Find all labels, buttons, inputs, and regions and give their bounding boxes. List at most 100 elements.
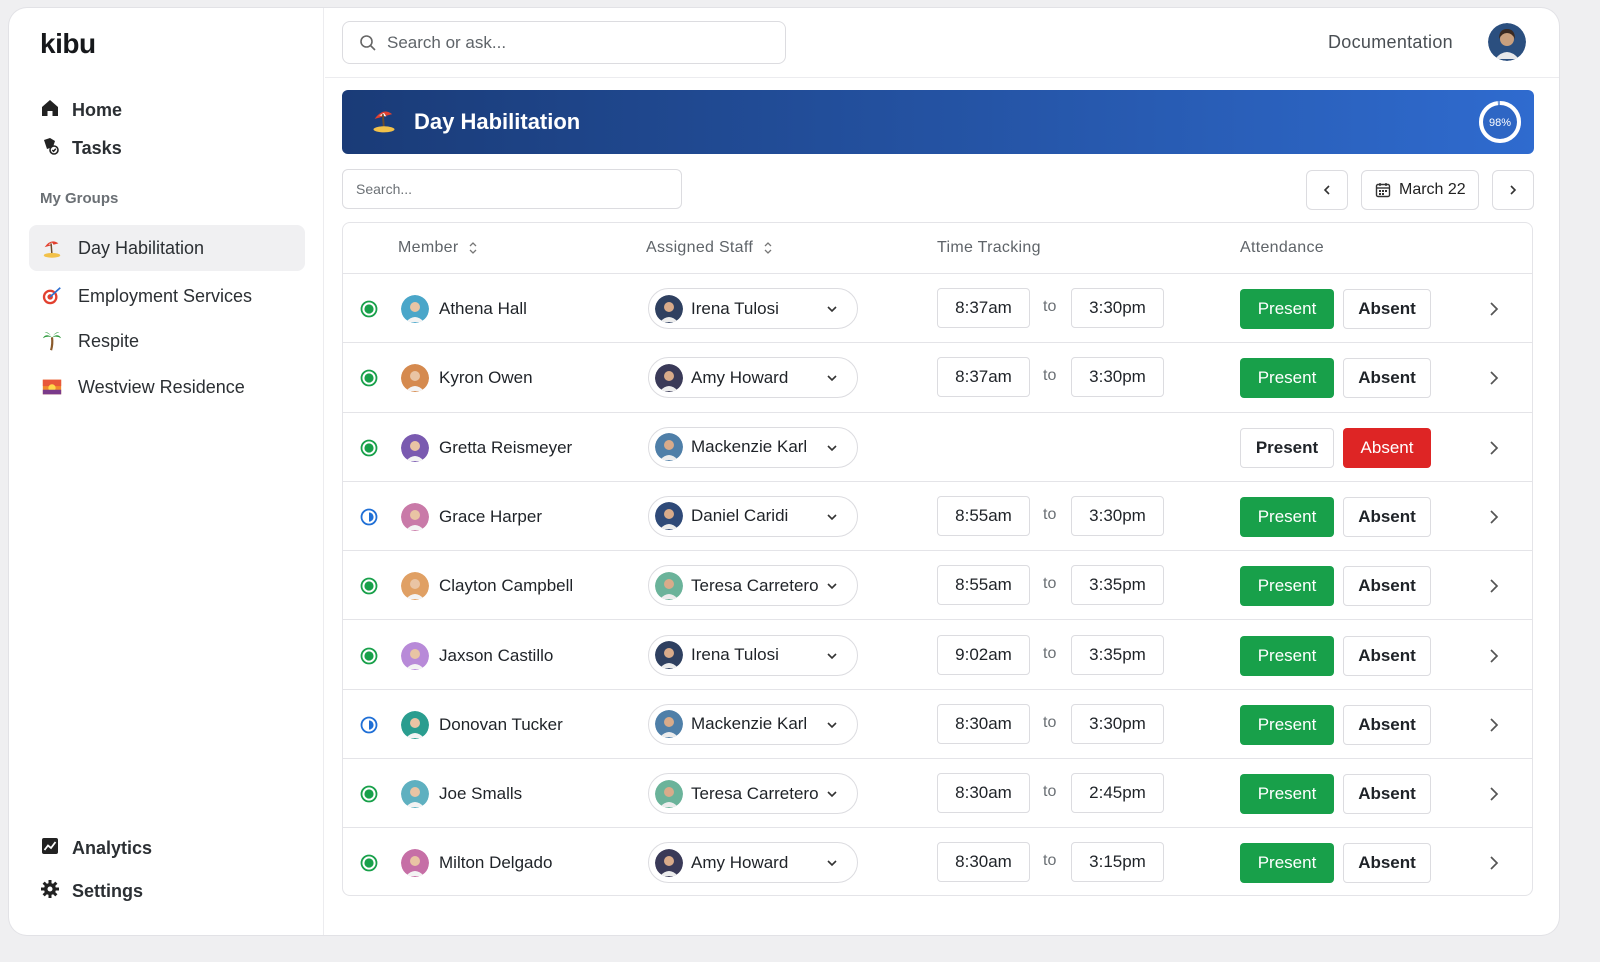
previous-day-button[interactable] (1306, 170, 1348, 210)
assigned-staff-select[interactable]: Mackenzie Karl (648, 426, 858, 468)
global-search-input[interactable]: Search or ask... (342, 21, 786, 64)
chevron-right-icon[interactable] (1486, 508, 1502, 526)
member-avatar (401, 849, 429, 878)
chevron-right-icon[interactable] (1486, 439, 1502, 457)
absent-button[interactable]: Absent (1343, 704, 1431, 745)
staff-column-header[interactable]: Assigned Staff (646, 239, 773, 257)
assigned-staff-select[interactable]: Amy Howard (648, 842, 858, 884)
next-day-button[interactable] (1492, 170, 1534, 210)
present-button[interactable]: Present (1240, 496, 1334, 537)
chevron-right-icon[interactable] (1486, 716, 1502, 734)
table-row[interactable]: Clayton Campbell Teresa Carretero 8:55am to… (343, 551, 1532, 621)
check-out-time[interactable]: 3:30pm (1071, 703, 1164, 744)
member-name[interactable]: Athena Hall (439, 299, 527, 318)
group-westview-residence[interactable]: Westview Residence (29, 364, 305, 410)
table-row[interactable]: Athena Hall Irena Tulosi 8:37am to 3:30pm Pre… (343, 274, 1532, 344)
absent-button[interactable]: Absent (1343, 566, 1431, 607)
member-column-header[interactable]: Member (398, 239, 478, 257)
present-button[interactable]: Present (1240, 843, 1334, 884)
group-respite[interactable]: Respite (29, 318, 305, 364)
assigned-staff-select[interactable]: Teresa Carretero (648, 773, 858, 815)
member-name[interactable]: Clayton Campbell (439, 576, 574, 596)
present-button[interactable]: Present (1240, 774, 1334, 815)
chevron-right-icon[interactable] (1486, 300, 1502, 318)
check-in-time[interactable]: 8:37am (937, 288, 1030, 328)
to-label: to (1043, 298, 1057, 315)
absent-button[interactable]: Absent (1343, 358, 1431, 399)
member-name[interactable]: Jaxson Castillo (439, 645, 554, 665)
absent-button[interactable]: Absent (1343, 635, 1431, 676)
present-button[interactable]: Present (1240, 704, 1334, 745)
check-out-time[interactable]: 3:35pm (1071, 634, 1164, 675)
assigned-staff-select[interactable]: Amy Howard (648, 357, 858, 399)
assigned-staff-select[interactable]: Daniel Caridi (648, 495, 858, 537)
check-in-time[interactable]: 9:02am (937, 634, 1030, 675)
present-button[interactable]: Present (1240, 289, 1334, 329)
assigned-staff-select[interactable]: Irena Tulosi (648, 288, 858, 329)
date-picker-button[interactable]: March 22 (1361, 170, 1479, 210)
present-button[interactable]: Present (1240, 566, 1334, 607)
check-in-time[interactable]: 8:30am (937, 703, 1030, 744)
absent-button[interactable]: Absent (1343, 843, 1431, 884)
member-name[interactable]: Gretta Reismeyer (439, 437, 573, 457)
table-row[interactable]: Jaxson Castillo Irena Tulosi 9:02am to 3:35p… (343, 621, 1532, 690)
check-out-time[interactable]: 3:30pm (1071, 357, 1164, 398)
member-header-label: Member (398, 239, 459, 256)
nav-home[interactable]: Home (40, 98, 122, 123)
group-employment-services[interactable]: Employment Services (29, 273, 305, 319)
to-label: to (1043, 505, 1057, 523)
absent-button[interactable]: Absent (1343, 496, 1431, 537)
check-in-time[interactable]: 8:55am (937, 565, 1030, 606)
member-name[interactable]: Kyron Owen (439, 368, 533, 388)
table-row[interactable]: Donovan Tucker Mackenzie Karl 8:30am to 3:30… (343, 690, 1532, 760)
attendance-table: Member Assigned Staff Time Tracking Atte… (342, 222, 1533, 896)
status-complete-icon (360, 854, 378, 872)
table-row[interactable]: Gretta Reismeyer Mackenzie Karl Present Abs… (343, 413, 1532, 482)
check-out-time[interactable]: 2:45pm (1071, 773, 1164, 814)
table-row[interactable]: Milton Delgado Amy Howard 8:30am to 3:15pm Pr… (343, 828, 1532, 895)
member-name[interactable]: Grace Harper (439, 506, 542, 526)
user-avatar[interactable] (1488, 23, 1526, 61)
chevron-right-icon[interactable] (1486, 785, 1502, 803)
assigned-staff-select[interactable]: Mackenzie Karl (648, 703, 858, 745)
calendar-icon (1375, 183, 1391, 198)
check-out-time[interactable]: 3:15pm (1071, 842, 1164, 883)
nav-settings[interactable]: Settings (40, 879, 143, 904)
check-in-time[interactable]: 8:30am (937, 842, 1030, 883)
chevron-right-icon[interactable] (1486, 577, 1502, 595)
check-in-time[interactable]: 8:55am (937, 495, 1030, 536)
chevron-right-icon[interactable] (1486, 369, 1502, 387)
present-button[interactable]: Present (1240, 427, 1334, 468)
table-row[interactable]: Grace Harper Daniel Caridi 8:55am to 3:30pm P… (343, 482, 1532, 552)
assigned-staff-select[interactable]: Teresa Carretero (648, 565, 858, 607)
sort-icon (470, 242, 477, 254)
check-out-time[interactable]: 3:35pm (1071, 565, 1164, 606)
check-in-time[interactable]: 8:30am (937, 773, 1030, 814)
banner-title: Day Habilitation (414, 109, 581, 134)
absent-button[interactable]: Absent (1343, 774, 1431, 815)
absent-button[interactable]: Absent (1343, 427, 1431, 468)
member-search-placeholder: Search... (356, 181, 413, 197)
table-row[interactable]: Kyron Owen Amy Howard 8:37am to 3:30pm Presen… (343, 343, 1532, 413)
nav-analytics[interactable]: Analytics (40, 836, 152, 861)
sort-icon (764, 242, 772, 254)
check-out-time[interactable]: 3:30pm (1071, 495, 1164, 536)
present-button[interactable]: Present (1240, 635, 1334, 676)
member-search-input[interactable]: Search... (342, 169, 682, 209)
table-row[interactable]: Joe Smalls Teresa Carretero 8:30am to 2:45pm… (343, 759, 1532, 829)
chevron-right-icon[interactable] (1486, 647, 1502, 665)
chevron-right-icon[interactable] (1486, 854, 1502, 872)
member-name[interactable]: Donovan Tucker (439, 714, 563, 734)
group-day-habilitation[interactable]: Day Habilitation (29, 225, 305, 271)
documentation-link[interactable]: Documentation (1328, 32, 1453, 52)
nav-settings-label: Settings (72, 881, 144, 901)
member-name[interactable]: Milton Delgado (439, 853, 553, 873)
member-name[interactable]: Joe Smalls (439, 784, 523, 804)
nav-tasks[interactable]: Tasks (40, 136, 122, 161)
check-out-time[interactable]: 3:30pm (1071, 288, 1164, 328)
check-in-time[interactable]: 8:37am (937, 357, 1030, 398)
assigned-staff-select[interactable]: Irena Tulosi (648, 634, 858, 676)
present-button[interactable]: Present (1240, 358, 1334, 399)
to-label: to (1043, 852, 1057, 870)
absent-button[interactable]: Absent (1343, 289, 1431, 329)
